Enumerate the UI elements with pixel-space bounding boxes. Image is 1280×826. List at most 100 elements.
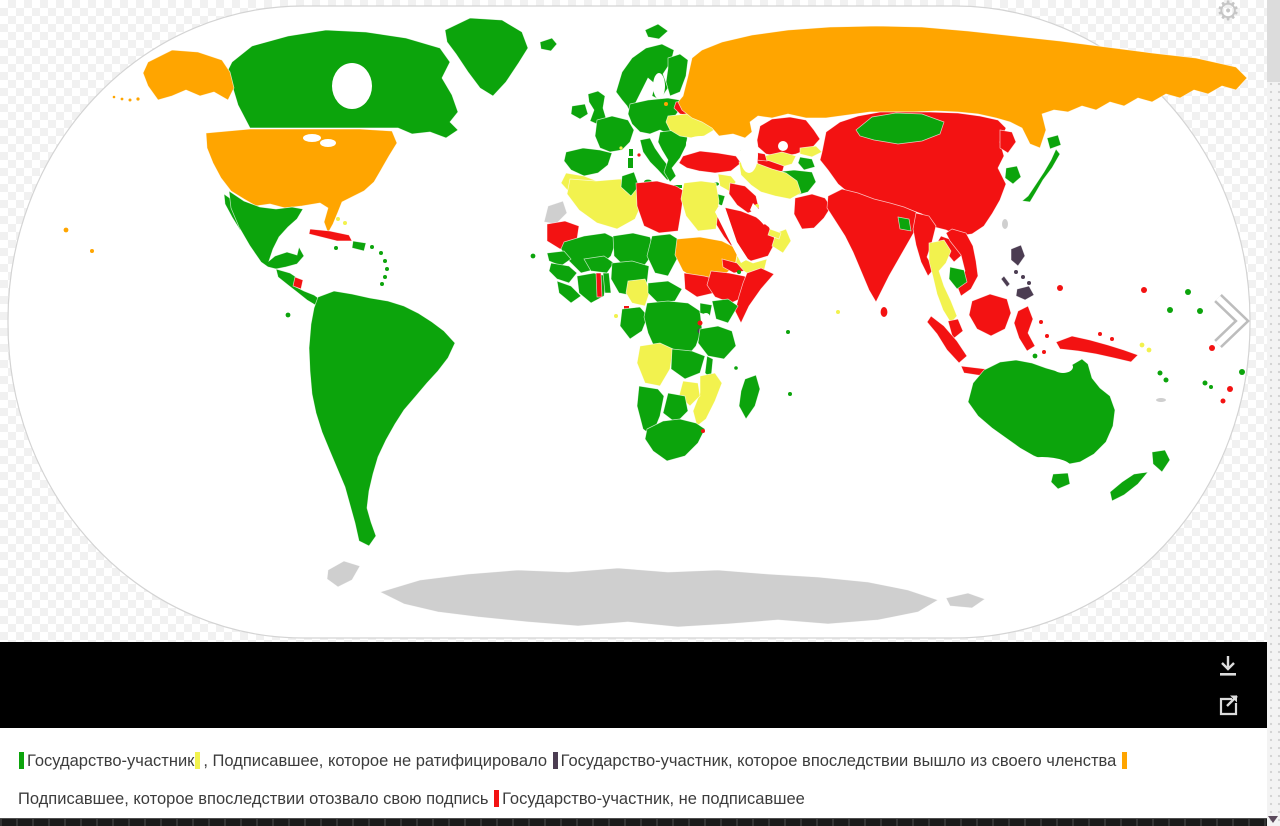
country-cambodia — [948, 266, 968, 290]
country-philippines-luzon — [1010, 244, 1026, 267]
country-mozambique — [692, 372, 723, 427]
legend-label-signatory-withdrew-signature: Подписавшее, которое впоследствии отозва… — [18, 790, 494, 808]
country-senegal — [546, 250, 572, 267]
legend-label-non-signatory: Государство-участник, не подписавшее — [502, 790, 805, 808]
country-tanzania — [697, 325, 737, 360]
country-somalia — [734, 267, 775, 324]
country-burkina-faso — [583, 255, 615, 274]
country-nicaragua — [292, 276, 304, 290]
share-button[interactable] — [1213, 690, 1243, 720]
country-uganda — [699, 302, 713, 317]
country-greenland — [444, 17, 529, 97]
media-viewer-toolbar — [0, 642, 1267, 728]
island-new-guinea — [1055, 335, 1139, 363]
sea-black — [686, 136, 716, 150]
country-tunisia — [620, 171, 640, 197]
legend-chip-signatory-withdrew-signature — [1121, 752, 1127, 769]
legend-chip-state-party — [19, 752, 24, 769]
legend-label-state-party: Государство-участник — [27, 752, 195, 770]
country-usa-alaska — [142, 49, 235, 101]
country-japan-hokkaido — [1046, 134, 1062, 150]
country-tajikistan — [797, 156, 816, 171]
country-finland — [665, 53, 689, 97]
region-gabon-congo — [619, 306, 649, 340]
country-madagascar — [738, 374, 761, 420]
island-sulawesi — [1013, 305, 1036, 352]
sea-caspian — [740, 137, 758, 173]
country-philippines-mindanao — [1015, 285, 1035, 301]
island-borneo — [968, 293, 1012, 337]
country-ireland — [570, 103, 589, 120]
download-button[interactable] — [1213, 651, 1243, 681]
sea-baltic — [653, 73, 665, 99]
sea-hudson-bay — [332, 63, 372, 109]
country-south-korea — [1004, 165, 1022, 185]
country-new-zealand-south — [1109, 471, 1149, 502]
sea-red — [715, 204, 748, 263]
country-saudi-arabia — [713, 205, 777, 262]
country-russia — [677, 25, 1248, 149]
legend-label-signatory-not-ratified: , Подписавшее, которое не ратифицировало — [203, 752, 552, 770]
region-sierra-leone-liberia — [556, 280, 582, 304]
gear-icon[interactable]: ⚙ — [1216, 0, 1241, 26]
region-western-sahara — [543, 200, 568, 225]
share-icon — [1219, 695, 1238, 716]
continent-antarctica — [379, 567, 939, 628]
legend-chip-non-signatory — [494, 790, 500, 807]
scrollbar-thumb[interactable] — [1267, 0, 1280, 82]
country-new-zealand-north — [1151, 449, 1171, 473]
region-iberia — [563, 147, 613, 177]
island-hispaniola — [351, 240, 367, 252]
country-bangladesh — [897, 216, 912, 232]
country-kazakhstan — [756, 116, 821, 158]
continent-south-america — [308, 290, 456, 547]
next-image-button[interactable] — [1208, 290, 1252, 352]
media-viewer-canvas: ⚙ — [0, 0, 1267, 642]
legend-label-party-withdrew-membership: Государство-участник, которое впоследств… — [560, 752, 1121, 770]
legend-caption: Государство-участник , Подписавшее, котор… — [0, 728, 1267, 818]
country-angola — [636, 342, 674, 387]
country-car — [647, 280, 683, 304]
triangle-down-icon[interactable] — [1268, 816, 1278, 823]
country-iceland — [539, 37, 558, 52]
country-thailand — [928, 239, 958, 324]
island-sumatra — [926, 315, 968, 364]
island-taiwan — [1002, 219, 1008, 229]
world-map-image[interactable] — [0, 0, 1267, 642]
country-togo — [595, 272, 603, 298]
country-zambia — [670, 348, 706, 380]
country-usa — [205, 128, 398, 234]
country-south-africa — [644, 418, 706, 462]
country-uae — [767, 228, 782, 240]
sea-persian-gulf — [750, 203, 768, 225]
country-kenya — [711, 298, 739, 324]
island-tasmania — [1050, 472, 1071, 490]
country-cuba — [308, 228, 353, 242]
islands-hawaii — [63, 227, 69, 233]
country-chad — [646, 233, 682, 277]
country-iran — [738, 161, 802, 200]
country-malaysia — [947, 318, 964, 340]
region-antarctic-peninsula — [326, 560, 361, 588]
country-turkey — [678, 150, 742, 174]
country-vietnam — [945, 228, 979, 297]
country-kyrgyzstan — [799, 145, 823, 158]
country-france — [594, 115, 635, 153]
country-libya — [635, 180, 685, 234]
country-mexico — [228, 190, 305, 270]
legend-chip-party-withdrew-membership — [552, 752, 558, 769]
page-scrollbar[interactable] — [1267, 0, 1280, 826]
country-japan — [1021, 148, 1061, 203]
country-mongolia — [855, 112, 945, 145]
country-india — [826, 188, 921, 303]
country-cameroon — [625, 278, 651, 307]
country-rwanda — [697, 320, 703, 326]
country-north-korea — [999, 129, 1017, 154]
country-pakistan — [793, 193, 832, 230]
country-botswana — [662, 392, 689, 424]
page-section-divider — [0, 818, 1267, 826]
country-guinea — [548, 262, 578, 284]
country-algeria — [566, 178, 644, 230]
country-east-timor — [1032, 353, 1038, 359]
region-svalbard — [644, 23, 669, 40]
